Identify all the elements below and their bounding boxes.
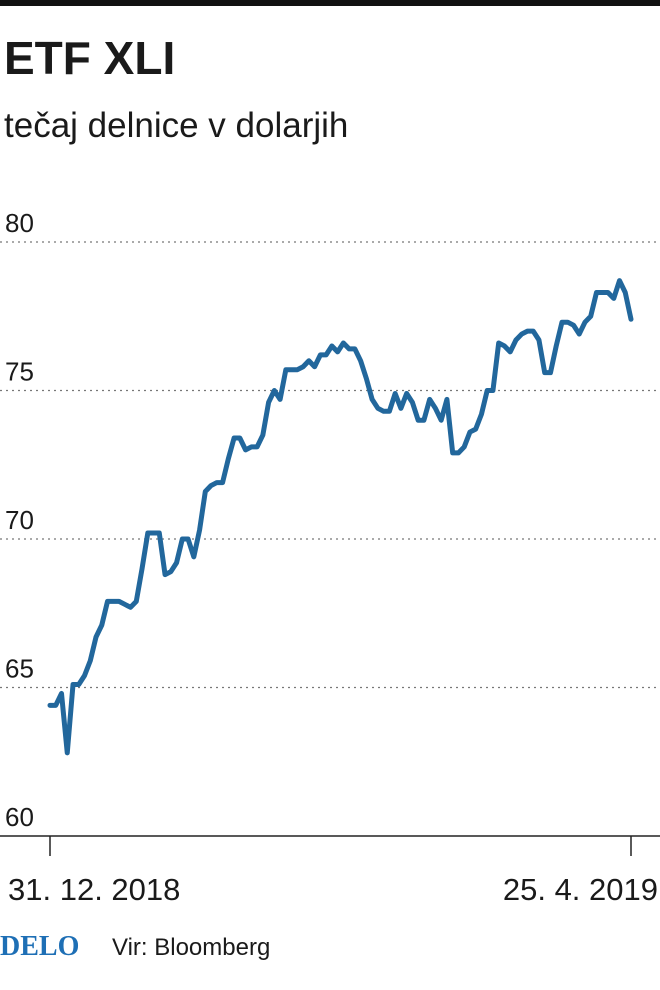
- top-bar: [0, 0, 660, 6]
- y-tick-label: 60: [5, 802, 34, 832]
- y-tick-label: 65: [5, 654, 34, 684]
- y-tick-label: 80: [5, 208, 34, 238]
- source: Vir: Bloomberg: [112, 934, 270, 961]
- chart-subtitle: tečaj delnice v dolarjih: [4, 106, 348, 145]
- x-tick-label: 25. 4. 2019: [503, 872, 658, 907]
- y-tick-label: 70: [5, 505, 34, 535]
- price-line: [47, 278, 634, 756]
- y-tick-label: 75: [5, 357, 34, 387]
- chart-title: ETF XLI: [4, 32, 175, 84]
- x-tick-label: 31. 12. 2018: [8, 872, 180, 907]
- logo: DELO: [0, 931, 79, 962]
